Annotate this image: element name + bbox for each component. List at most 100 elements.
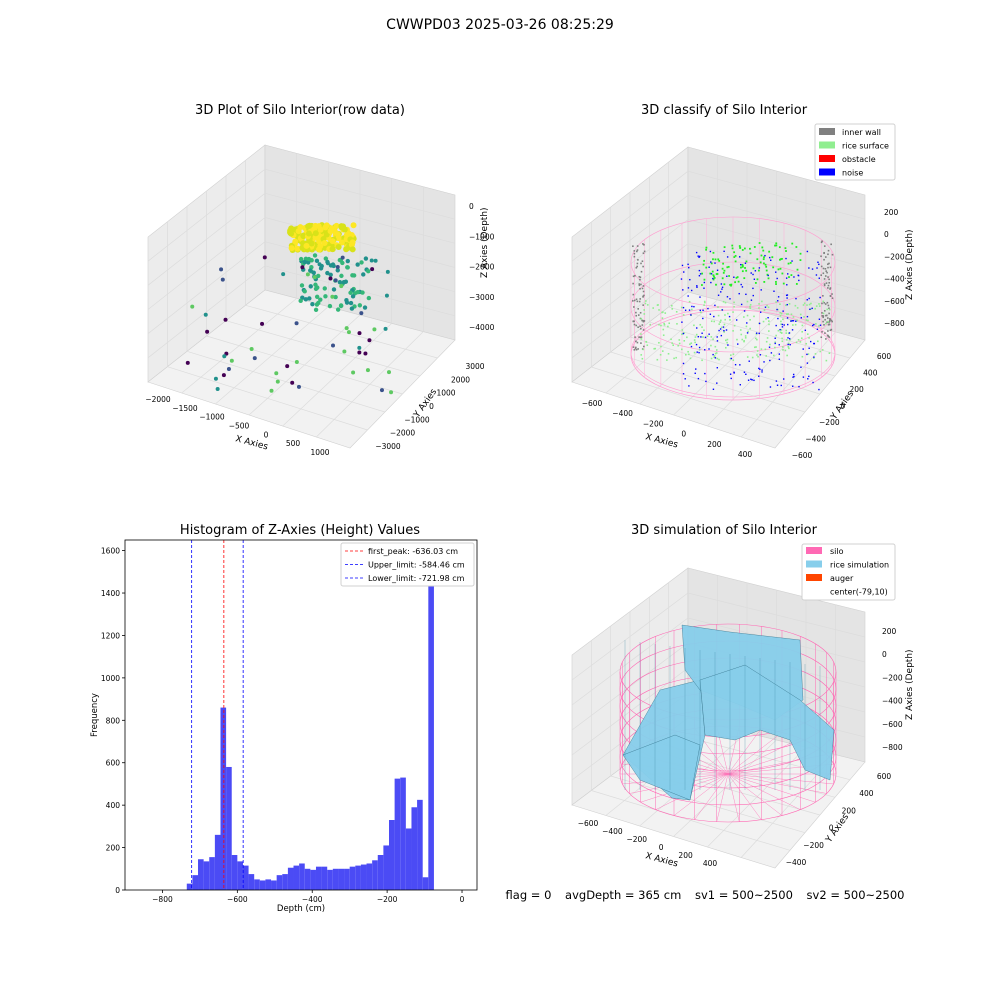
noise-point	[735, 319, 738, 321]
inner-wall-point	[636, 249, 639, 251]
noise-point	[816, 328, 819, 330]
raw-point	[351, 273, 357, 278]
noise-point	[704, 349, 706, 351]
noise-point	[698, 269, 701, 272]
raw-point	[338, 303, 344, 308]
inner-wall-point	[639, 317, 642, 320]
noise-point	[745, 293, 747, 296]
noise-point	[792, 385, 794, 387]
rice-surface-point	[775, 301, 777, 303]
raw-point	[341, 279, 347, 285]
rice-surface-point	[640, 354, 643, 356]
rice-surface-point	[666, 359, 668, 361]
inner-wall-point	[635, 311, 637, 314]
inner-wall-point	[633, 320, 635, 323]
rice-surface-point	[732, 330, 734, 332]
inner-wall-point	[823, 283, 826, 285]
raw-x-tick: −2000	[145, 395, 171, 404]
rice-surface-point	[677, 344, 679, 347]
inner-wall-point	[636, 262, 639, 265]
simulation-z-tick: −600	[882, 720, 903, 729]
rice-surface-point	[756, 338, 758, 341]
noise-point	[733, 276, 735, 278]
silo-floor-spoke	[727, 773, 834, 785]
rice-surface-point	[710, 320, 713, 323]
inner-wall-point	[633, 299, 636, 302]
rice-surface-point	[780, 323, 782, 326]
noise-point	[802, 348, 804, 350]
rice-surface-point	[759, 261, 762, 264]
rice-surface-point	[714, 345, 717, 348]
noise-point	[750, 299, 753, 301]
rice-surface-point	[746, 356, 749, 358]
raw-point	[300, 232, 307, 239]
rice-surface-point	[733, 256, 736, 258]
flag-text: flag = 0	[505, 888, 552, 902]
inner-wall-point	[820, 274, 822, 276]
noise-point	[710, 273, 713, 275]
rice-surface-point	[749, 252, 752, 255]
raw-point	[213, 376, 218, 381]
rice-surface-point	[663, 322, 665, 325]
noise-point	[754, 270, 757, 272]
rice-surface-point	[790, 313, 793, 316]
simulation-z-tick: 200	[882, 627, 897, 636]
raw-point	[339, 284, 344, 289]
raw-point	[340, 255, 345, 260]
simulation-y-tick: −200	[803, 841, 824, 850]
inner-wall-point	[829, 294, 832, 297]
noise-point	[752, 287, 754, 290]
inner-wall-point	[640, 336, 643, 338]
rice-surface-point	[672, 344, 675, 346]
rice-surface-point	[787, 332, 790, 335]
rice-surface-point	[678, 339, 681, 341]
rice-surface-point	[805, 342, 808, 345]
rice-surface-point	[763, 309, 766, 311]
noise-point	[710, 281, 712, 284]
rice-surface-point	[717, 258, 720, 261]
inner-wall-point	[823, 258, 825, 261]
inner-wall-point	[822, 272, 825, 275]
raw-point	[330, 262, 336, 267]
raw-point	[315, 246, 322, 253]
raw-point	[222, 354, 227, 359]
rice-surface-point	[729, 319, 731, 321]
rice-surface-point	[658, 309, 660, 311]
noise-point	[786, 303, 788, 306]
noise-point	[758, 267, 761, 269]
noise-point	[782, 310, 784, 312]
noise-point	[712, 277, 714, 280]
noise-point	[696, 286, 698, 288]
noise-point	[781, 323, 784, 326]
rice-surface-point	[643, 309, 645, 311]
noise-point	[697, 377, 700, 380]
inner-wall-point	[827, 249, 830, 252]
rice-surface-point	[781, 340, 784, 343]
inner-wall-point	[639, 311, 642, 314]
inner-wall-point	[639, 278, 641, 281]
rice-surface-point	[825, 359, 828, 362]
noise-point	[698, 255, 701, 258]
raw-x-tick: 1000	[310, 448, 329, 457]
noise-point	[720, 334, 723, 337]
raw-point	[229, 358, 234, 363]
rice-surface-point	[710, 336, 713, 338]
inner-wall-point	[826, 301, 829, 304]
inner-wall-point	[824, 318, 826, 321]
raw-point	[370, 267, 375, 272]
raw-point	[339, 273, 344, 279]
histogram-bar	[366, 863, 373, 890]
rice-surface-point	[740, 333, 743, 336]
rice-surface-point	[654, 347, 657, 350]
histogram-y-tick: 0	[115, 886, 120, 895]
inner-wall-point	[823, 245, 826, 247]
noise-point	[699, 309, 701, 312]
histogram-bar	[383, 845, 389, 890]
rice-surface-point	[753, 315, 755, 318]
noise-point	[811, 268, 814, 270]
noise-point	[682, 289, 684, 291]
rice-surface-point	[812, 357, 815, 359]
legend-label: rice surface	[842, 142, 889, 151]
inner-wall-point	[636, 341, 639, 344]
raw-point	[323, 294, 328, 299]
